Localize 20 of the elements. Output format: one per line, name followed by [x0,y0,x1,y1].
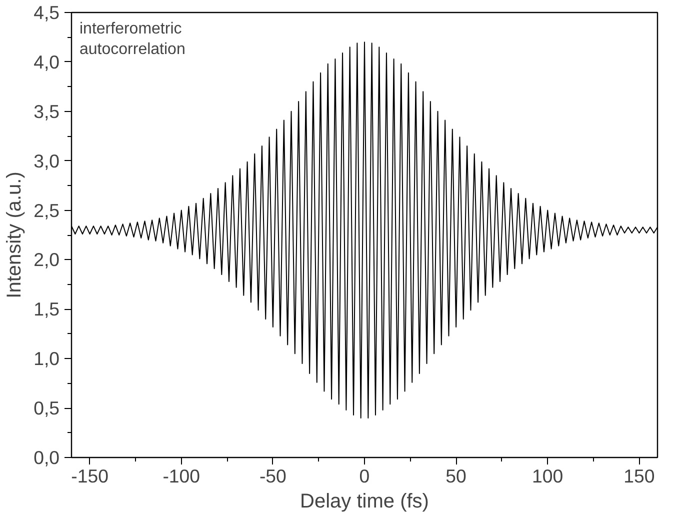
x-tick-label: -150 [71,466,108,486]
x-tick-label: -100 [162,466,200,486]
x-tick-label: 100 [532,466,564,486]
x-tick-label: 50 [446,466,466,486]
y-tick-label: 3,0 [34,150,60,172]
x-axis-title: Delay time (fs) [300,490,429,512]
y-tick-label: 3,5 [34,100,60,122]
y-axis-title: Intensity (a.u.) [4,172,26,298]
x-tick-label: -50 [259,466,286,486]
y-tick-label: 2,5 [34,200,60,221]
y-tick-label: 0,5 [34,398,60,419]
y-tick-label: 0,0 [34,447,60,468]
x-tick-label: 150 [624,466,655,486]
x-tick-label: 0 [359,466,370,486]
y-tick-label: 1,5 [34,298,60,320]
y-tick-label: 2,0 [34,249,60,270]
y-tick-label: 1,0 [34,348,60,370]
annotation: interferometric autocorrelation [80,20,186,58]
y-tick-label: 4,0 [34,51,60,72]
y-tick-label: 4,5 [34,2,60,23]
